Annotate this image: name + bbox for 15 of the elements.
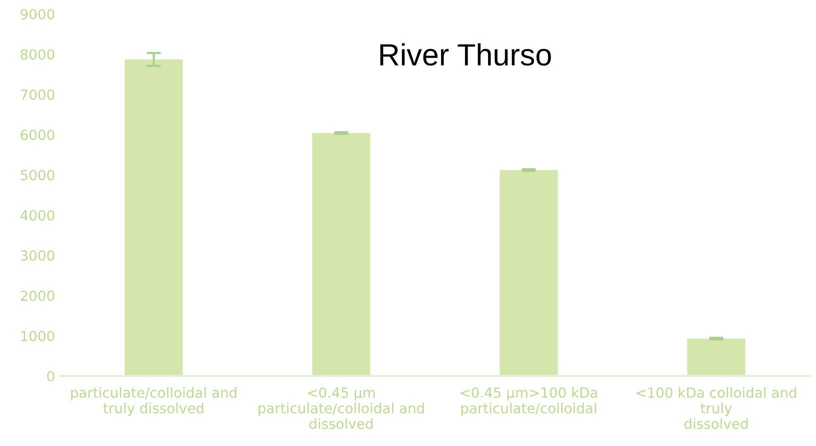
y-tick-label: 4000 — [20, 210, 54, 221]
y-tick-label: 0 — [47, 370, 54, 382]
y-tick-label: 1000 — [21, 330, 54, 342]
x-tick-label: particulate/colloidal and truly dissolved — [71, 387, 236, 416]
y-tick-label: 5000 — [20, 170, 54, 180]
y-tick-label: 6000 — [20, 130, 54, 140]
x-tick-label: <0.45 µm particulate/colloidal and dissolved — [258, 387, 424, 429]
y-tick-label: 3000 — [20, 250, 54, 261]
text: River Thurso — [380, 43, 551, 66]
y-tick-label: 2000 — [20, 290, 54, 302]
x-tick-label: <100 kDa colloidal and truly dissolved — [636, 387, 796, 429]
y-tick-label: 8000 — [20, 49, 54, 60]
y-tick-label: 9000 — [20, 8, 54, 20]
x-tick-label: <0.45 µm>100 kDa particulate/colloidal — [460, 387, 598, 416]
y-tick-label: 7000 — [20, 89, 54, 100]
